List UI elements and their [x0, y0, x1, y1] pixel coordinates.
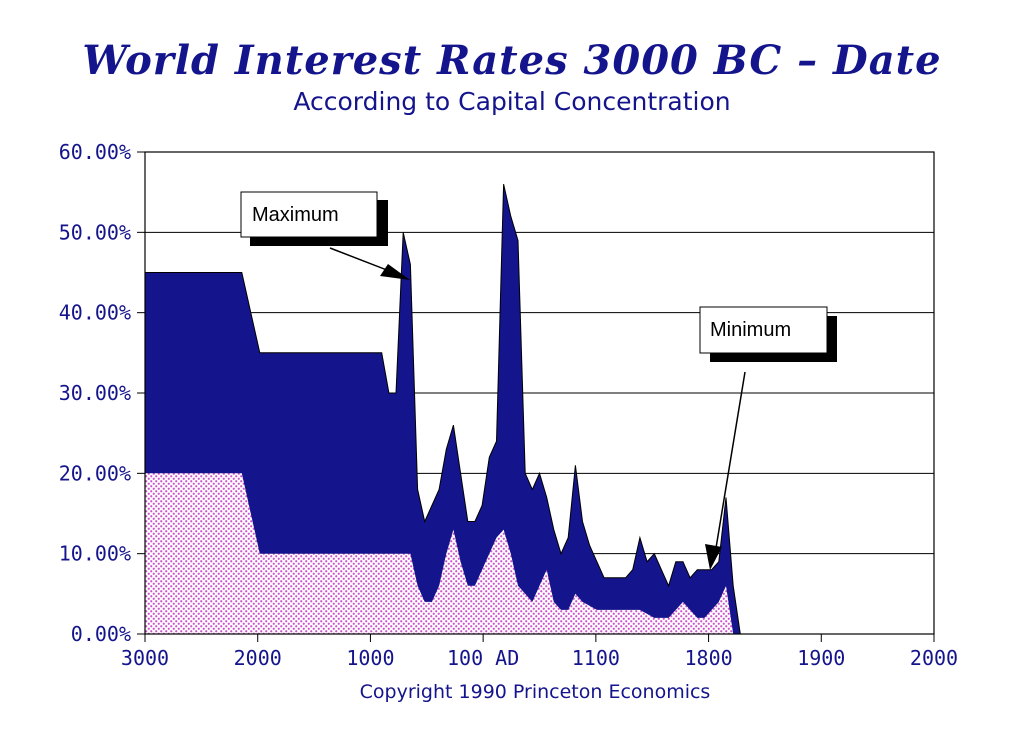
y-axis-ticks: 0.00% 10.00% 20.00% 30.00% 40.00% 50.00% 60.00…: [59, 140, 145, 646]
x-tick-label: 1000: [346, 646, 394, 670]
maximum-callout: Maximum: [240, 191, 410, 280]
copyright-footer: Copyright 1990 Princeton Economics: [360, 681, 711, 703]
area-series: [144, 183, 934, 635]
x-tick-label: 3000: [121, 646, 169, 670]
y-tick-label: 0.00%: [71, 622, 131, 646]
y-tick-label: 40.00%: [59, 301, 131, 325]
x-tick-label: 100 AD: [447, 646, 519, 670]
minimum-arrow-line: [715, 371, 746, 549]
y-tick-label: 20.00%: [59, 461, 131, 485]
y-tick-label: 50.00%: [59, 220, 131, 244]
x-tick-label: 1100: [572, 646, 620, 670]
minimum-arrow-head: [705, 544, 722, 570]
chart-subtitle: According to Capital Concentration: [293, 87, 730, 116]
x-tick-label: 1900: [797, 646, 845, 670]
maximum-arrow-line: [329, 247, 393, 273]
minimum-area: [145, 473, 934, 634]
minimum-callout: Minimum: [699, 306, 837, 570]
x-tick-label: 2000: [910, 646, 958, 670]
x-tick-label: 2000: [234, 646, 282, 670]
minimum-callout-label: Minimum: [710, 319, 791, 341]
x-axis-ticks: 3000 2000 1000 100 AD 1100 1800 1900 2000: [121, 634, 958, 670]
y-tick-label: 60.00%: [59, 140, 131, 164]
chart-title: World Interest Rates 3000 BC – Date: [82, 37, 941, 84]
maximum-arrow-head: [380, 264, 410, 280]
x-tick-label: 1800: [684, 646, 732, 670]
maximum-callout-box: [240, 191, 378, 238]
maximum-callout-label: Maximum: [252, 204, 339, 226]
minimum-callout-box: [699, 306, 828, 354]
y-tick-label: 30.00%: [59, 381, 131, 405]
y-tick-label: 10.00%: [59, 542, 131, 566]
